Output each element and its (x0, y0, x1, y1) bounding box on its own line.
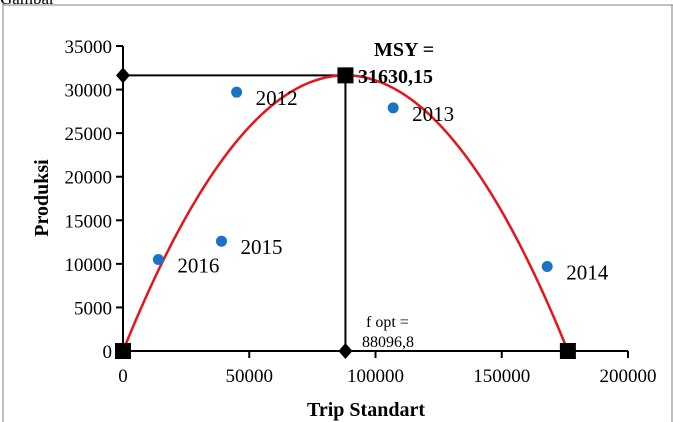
axes (116, 45, 629, 358)
msy-label-line1: MSY = (374, 39, 434, 61)
data-point-2015 (215, 235, 227, 247)
square-marker (115, 343, 131, 359)
markers (115, 67, 576, 359)
y-tick-label: 15000 (65, 211, 113, 232)
data-point-label-2014: 2014 (566, 260, 609, 284)
square-marker (559, 343, 576, 359)
fopt-label-line2: 88096,8 (362, 334, 414, 351)
data-point-2014 (541, 260, 553, 272)
data-point-2013 (387, 102, 399, 114)
msy-label-line2: 31630,15 (358, 66, 433, 88)
data-point-label-2015: 2015 (240, 235, 282, 259)
tick-labels: 0 5000 10000 15000 20000 25000 30000 35000 0 5000… (65, 37, 657, 387)
guide-lines (123, 74, 347, 351)
x-tick-label: 200000 (600, 366, 657, 387)
y-tick-label: 30000 (65, 81, 113, 102)
square-marker (337, 67, 354, 84)
y-tick-label: 20000 (65, 168, 113, 189)
data-point-label-2016: 2016 (177, 254, 219, 278)
x-tick-label: 150000 (473, 366, 530, 387)
y-tick-label: 5000 (74, 298, 112, 319)
x-tick-label: 50000 (226, 366, 274, 387)
fopt-label-line1: f opt = (366, 314, 409, 331)
y-axis-title: Produksi (31, 159, 53, 237)
data-point-2016 (152, 254, 164, 265)
diamond-marker (338, 343, 353, 359)
data-point-label-2013: 2013 (412, 102, 454, 126)
data-point-2012 (231, 86, 243, 98)
y-tick-label: 25000 (65, 124, 113, 145)
y-tick-label: 10000 (65, 255, 113, 276)
y-tick-label: 0 (103, 342, 113, 363)
header-fragment: Gambar (0, 0, 55, 8)
data-points: 2012 2013 2014 2015 2016 (152, 86, 609, 284)
x-tick-label: 0 (118, 366, 128, 387)
y-tick-label: 35000 (65, 37, 113, 58)
data-point-label-2012: 2012 (256, 86, 298, 110)
x-axis-title: Trip Standart (307, 399, 425, 421)
diamond-marker (116, 67, 130, 84)
x-tick-label: 100000 (347, 366, 404, 387)
